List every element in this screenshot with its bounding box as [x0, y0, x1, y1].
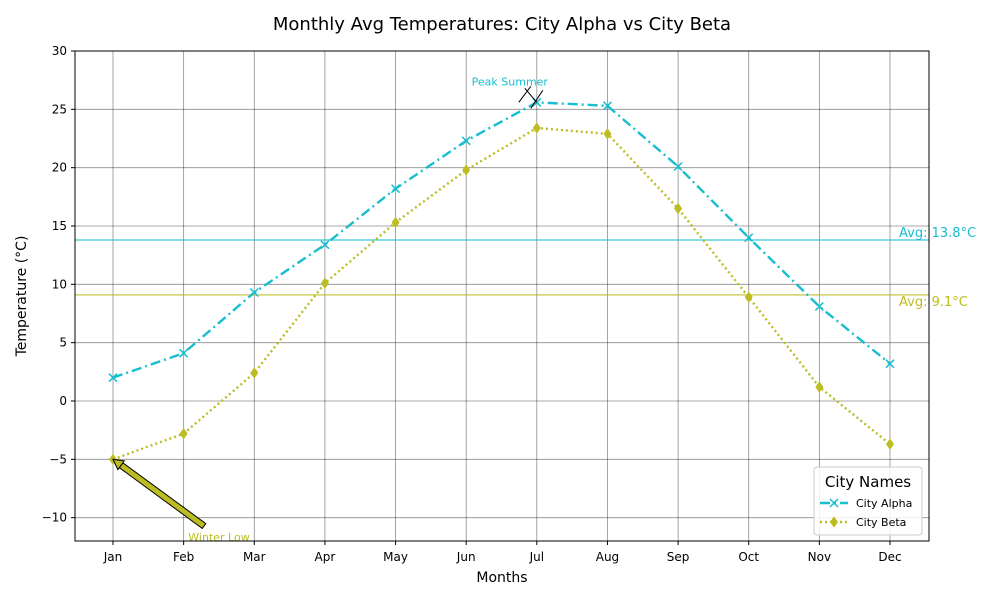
marker-stroke	[179, 348, 189, 358]
y-tick-label: 25	[52, 102, 67, 116]
marker-stroke	[461, 136, 471, 146]
data-point	[462, 164, 471, 176]
data-point	[744, 291, 753, 303]
annotation-arrow-head	[112, 458, 126, 471]
marker-stroke	[249, 287, 259, 298]
legend-entry: City Beta	[820, 516, 906, 529]
y-tick-label: 0	[59, 394, 67, 408]
x-axis-label: Months	[476, 570, 527, 586]
data-point	[674, 202, 683, 215]
plot-frame	[74, 50, 930, 542]
reference-lines: Avg: 13.8°C Avg: 9.1°C	[75, 226, 976, 310]
x-tick-label: Sep	[667, 550, 690, 564]
legend-label: City Alpha	[856, 497, 912, 510]
data-point	[250, 367, 259, 379]
y-tick-label: 5	[59, 336, 67, 350]
data-point	[179, 348, 189, 358]
y-tick-label: 30	[52, 44, 67, 58]
chart-title: Monthly Avg Temperatures: City Alpha vs …	[273, 14, 731, 35]
legend-box	[813, 466, 923, 536]
x-ticks: Jan Feb Mar Apr May Jun Jul Aug Sep Oct Nov Dec	[103, 541, 902, 564]
legend-entry: City Alpha	[820, 497, 912, 510]
legend-title: City Names	[825, 473, 911, 491]
annotations: Peak Summer Winter Low	[112, 75, 549, 544]
x-tick-label: Dec	[878, 550, 901, 564]
data-point	[391, 184, 401, 194]
data-point	[885, 359, 895, 369]
data-point	[391, 216, 400, 229]
x-tick-label: Aug	[596, 550, 619, 564]
data-point	[673, 161, 683, 172]
y-tick-label: 15	[52, 219, 67, 233]
series-0	[108, 97, 895, 383]
x-tick-label: Mar	[243, 550, 266, 564]
legend-label: City Beta	[856, 516, 906, 529]
data-point	[886, 438, 894, 450]
marker-stroke	[673, 161, 683, 172]
data-point	[461, 136, 471, 146]
series-line	[112, 101, 891, 379]
series-layer	[108, 97, 895, 466]
marker-stroke	[602, 101, 612, 111]
x-tick-label: Jan	[103, 550, 123, 564]
data-point	[815, 381, 824, 393]
y-tick-label: 20	[52, 161, 67, 175]
y-ticks: −10 −5 0 5 10 15 20 25 30	[42, 44, 75, 525]
annotation-arrow-bar	[518, 86, 532, 103]
series-line	[112, 126, 891, 461]
legend-entries: City Alpha City Beta	[820, 497, 912, 529]
annotation-arrow	[118, 462, 207, 530]
marker-stroke	[829, 498, 839, 508]
x-tick-label: Jun	[456, 550, 476, 564]
data-point	[603, 128, 612, 140]
x-tick-label: Jul	[529, 550, 544, 564]
marker-stroke	[391, 184, 401, 194]
annotation-label: Winter Low	[188, 531, 249, 544]
data-point	[829, 498, 839, 508]
x-tick-label: Apr	[315, 550, 336, 564]
y-axis-label: Temperature (°C)	[14, 236, 30, 358]
x-tick-label: May	[383, 550, 408, 564]
reference-line-label: Avg: 9.1°C	[899, 295, 968, 310]
grid	[75, 50, 929, 541]
x-tick-label: Nov	[808, 550, 831, 564]
annotation-label: Peak Summer	[472, 75, 549, 88]
y-tick-label: −5	[49, 452, 67, 466]
data-point	[814, 301, 824, 312]
marker-stroke	[744, 233, 754, 243]
x-tick-label: Oct	[738, 550, 759, 564]
marker-stroke	[885, 359, 895, 369]
y-tick-label: 10	[52, 277, 67, 291]
marker-stroke	[320, 240, 330, 250]
x-tick-label: Feb	[173, 550, 194, 564]
data-point	[744, 233, 754, 243]
marker-stroke	[814, 301, 824, 312]
data-point	[532, 122, 541, 134]
data-point	[830, 516, 838, 528]
data-point	[249, 287, 259, 298]
data-point	[179, 427, 188, 440]
data-point	[320, 240, 330, 250]
annotation-arrow	[524, 88, 538, 103]
series-1	[109, 122, 894, 466]
legend: City Names City Alpha City Beta	[813, 466, 923, 536]
data-point	[602, 101, 612, 111]
data-point	[320, 277, 329, 289]
reference-line-label: Avg: 13.8°C	[899, 226, 976, 241]
marker-stroke	[108, 373, 118, 383]
data-point	[108, 373, 118, 383]
y-tick-label: −10	[42, 511, 67, 525]
annotation-arrow-bar	[530, 90, 544, 109]
